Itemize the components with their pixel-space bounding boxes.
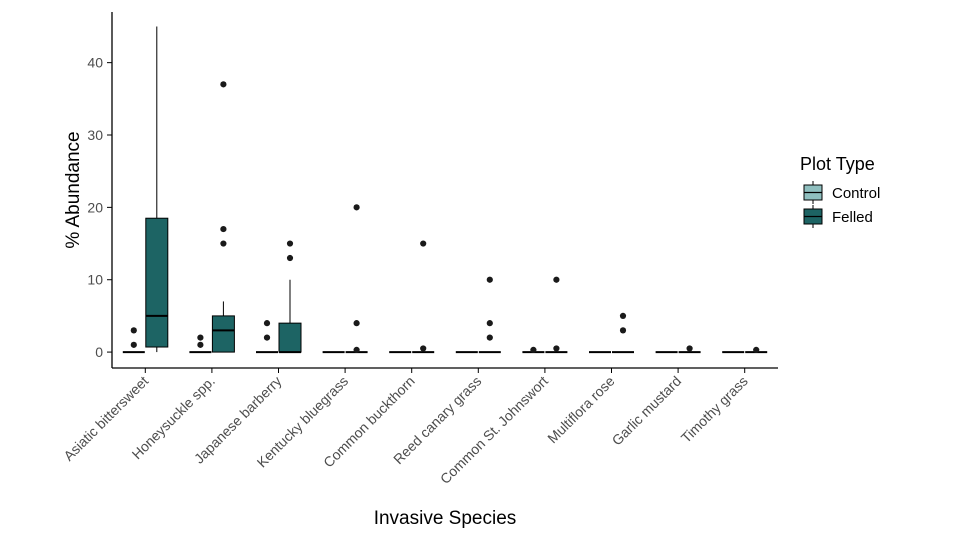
y-tick-label: 40 (87, 55, 103, 71)
outlier-point (553, 276, 560, 283)
felled-box-group (412, 240, 435, 354)
legend-label: Control (832, 185, 880, 202)
legend-title: Plot Type (800, 154, 875, 174)
y-tick-label: 10 (87, 272, 103, 288)
outlier-point (220, 81, 227, 88)
legend: Plot Type Control Felled (800, 154, 880, 228)
axes (111, 12, 778, 369)
x-tick-label: Common St. Johnswort (437, 373, 551, 487)
control-box-group (522, 346, 545, 354)
outlier-point (619, 312, 627, 320)
outlier-point (420, 240, 427, 247)
outlier-point (486, 320, 493, 327)
felled-box-group (145, 26, 169, 353)
y-tick-label: 30 (87, 127, 103, 143)
felled-box-group (211, 81, 235, 353)
felled-box-group (345, 204, 368, 354)
box (211, 315, 235, 353)
box (145, 217, 169, 348)
felled-box-group (745, 346, 768, 354)
outlier-point (197, 341, 204, 348)
outlier-point (286, 240, 294, 247)
y-axis-ticks: 0 10 20 30 40 (87, 55, 112, 360)
outlier-point (686, 345, 693, 352)
outlier-point (619, 327, 627, 334)
outlier-point (753, 346, 760, 354)
outlier-point (130, 327, 137, 334)
outlier-point (530, 346, 537, 354)
legend-item-control: Control (803, 181, 880, 204)
outlier-point (130, 341, 137, 348)
y-tick-label: 20 (87, 199, 103, 215)
outlier-point (486, 276, 493, 283)
outlier-point (353, 346, 360, 354)
x-axis-title: Invasive Species (374, 508, 517, 529)
outlier-point (286, 254, 294, 262)
y-axis-title: % Abundance (63, 131, 84, 248)
outlier-point (353, 320, 360, 327)
legend-items: Control Felled (803, 181, 880, 228)
outlier-point (553, 345, 560, 352)
outlier-point (197, 334, 204, 341)
x-tick-label: Multiflora rose (544, 373, 618, 447)
x-tick-label: Timothy grass (678, 373, 751, 446)
outlier-point (353, 204, 360, 211)
control-box-group (189, 334, 212, 354)
legend-label: Felled (832, 209, 873, 226)
outlier-point (486, 334, 493, 341)
control-box-group (256, 320, 278, 354)
felled-box-group (478, 276, 501, 354)
outlier-point (420, 345, 427, 352)
outlier-point (220, 225, 227, 233)
outlier-point (220, 240, 227, 247)
felled-box-group (278, 240, 302, 354)
outlier-point (263, 320, 271, 327)
legend-item-felled: Felled (803, 205, 873, 228)
outlier-point (263, 334, 271, 341)
control-box-group (122, 327, 145, 354)
felled-box-group (545, 276, 568, 354)
box (278, 322, 302, 353)
y-tick-label: 0 (95, 344, 103, 360)
plot-area (122, 26, 768, 354)
felled-box-group (612, 312, 634, 354)
x-tick-label: Garlic mustard (609, 373, 685, 449)
felled-box-group (678, 345, 701, 354)
